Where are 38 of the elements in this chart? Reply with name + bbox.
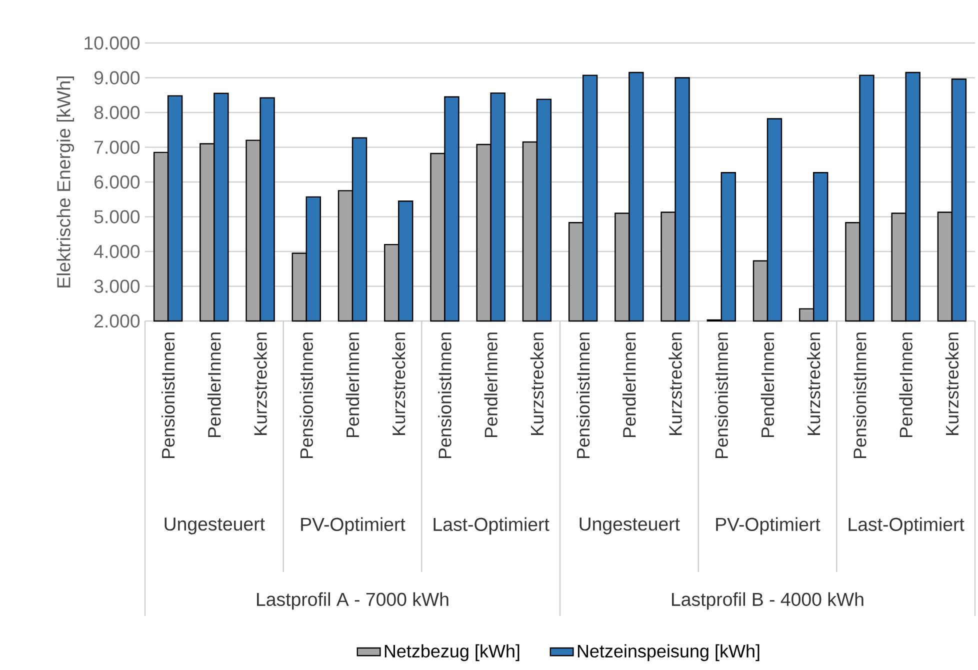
y-tick-label: 5.000: [94, 210, 140, 224]
x-tick-label: PendlerInnen: [760, 332, 774, 437]
x-tick-label: Kurzstrecken: [392, 332, 406, 435]
x-tick-label: PendlerInnen: [484, 332, 498, 437]
text: Lastprofil A - 7000 kWh: [257, 592, 448, 610]
text: PV-Optimiert: [301, 517, 406, 535]
y-axis-title: Elektrische Energie [kWh]: [56, 76, 74, 288]
legend-label: Netzeinspeisung [kWh]: [578, 644, 760, 662]
x-tick-label: PensionistInnen: [300, 332, 313, 458]
x-tick-label: PensionistInnen: [853, 332, 866, 458]
x-tick-label: Kurzstrecken: [807, 332, 820, 435]
x-tick-label: PensionistInnen: [161, 332, 175, 458]
x-tick-label: Kurzstrecken: [254, 332, 267, 435]
text: PV-Optimiert: [716, 517, 820, 535]
x-tick-label: Kurzstrecken: [668, 332, 682, 435]
x-tick-label: PendlerInnen: [208, 332, 221, 437]
x-tick-label: PensionistInnen: [714, 332, 728, 458]
text: Ungesteuert: [580, 518, 680, 534]
y-tick-label: 3.000: [94, 280, 140, 293]
x-tick-label: PensionistInnen: [576, 332, 590, 458]
x-tick-label: PensionistInnen: [438, 332, 452, 458]
text: Ungesteuert: [164, 518, 265, 534]
x-tick-label: PendlerInnen: [899, 332, 912, 437]
y-tick-label: 7.000: [94, 140, 140, 154]
y-tick-label: 6.000: [94, 175, 140, 189]
y-tick-label: 10.000: [84, 36, 140, 50]
y-tick-label: 8.000: [94, 106, 140, 120]
y-tick-label: 4.000: [94, 244, 140, 258]
text: Last-Optimiert: [434, 517, 550, 535]
y-tick-label: 2.000: [94, 314, 140, 328]
y-tick-label: 9.000: [94, 71, 140, 84]
x-tick-label: Kurzstrecken: [945, 332, 959, 435]
x-tick-label: Kurzstrecken: [530, 332, 544, 435]
x-tick-label: PendlerInnen: [346, 332, 360, 437]
x-tick-label: PendlerInnen: [622, 332, 636, 437]
text: Lastprofil B - 4000 kWh: [672, 592, 864, 610]
text: Last-Optimiert: [848, 517, 964, 535]
legend-label: Netzbezug [kWh]: [384, 644, 520, 662]
